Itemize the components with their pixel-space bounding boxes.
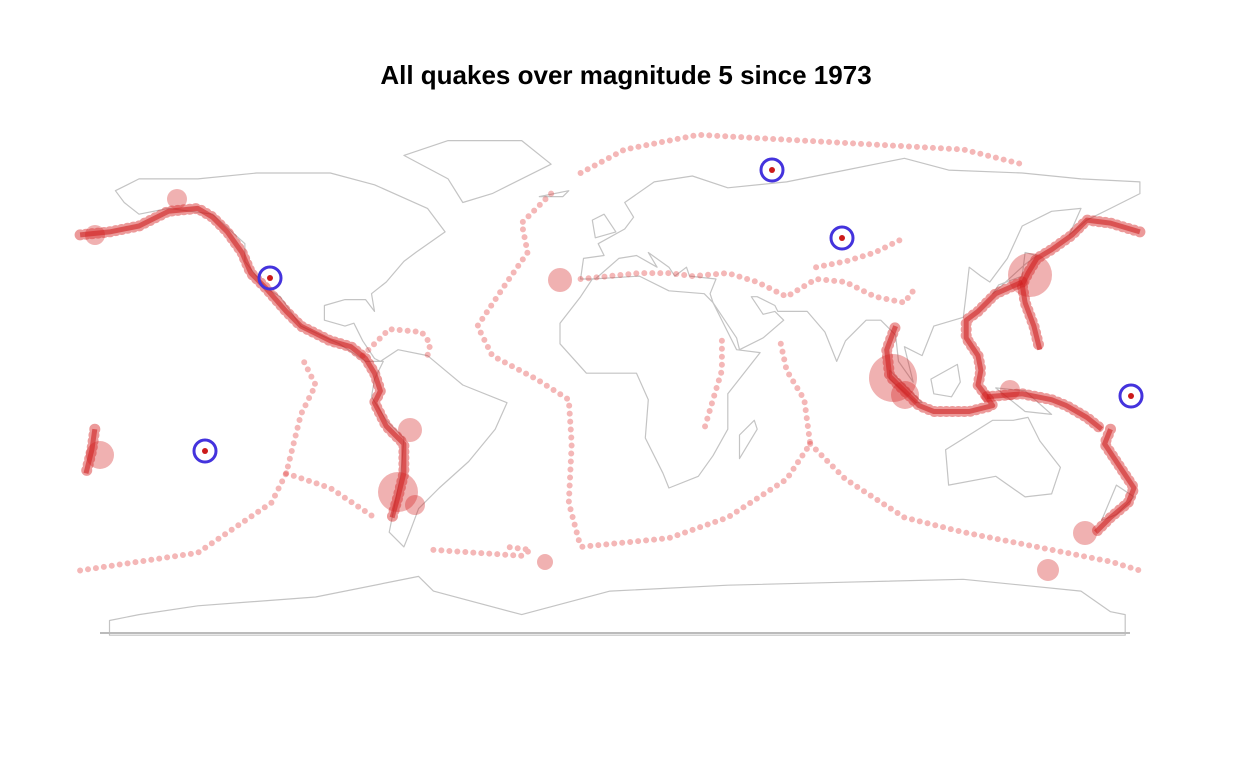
quake: [405, 495, 425, 515]
quake-belt: [283, 470, 378, 521]
landmass: [108, 575, 1126, 636]
highlight-ring: [1118, 383, 1144, 409]
landmass: [738, 419, 758, 460]
quake: [167, 189, 187, 209]
highlight-dot: [267, 275, 273, 281]
highlights: [192, 157, 1144, 464]
quakes: [74, 131, 1146, 581]
quake-belt: [1019, 217, 1141, 351]
quake: [85, 225, 105, 245]
quake-belt: [807, 440, 1143, 574]
landmass: [559, 275, 761, 489]
landmass: [945, 416, 1061, 498]
quake-belt: [701, 337, 725, 433]
quake-belt: [83, 428, 98, 474]
quake-belt: [430, 543, 539, 559]
landmass: [992, 251, 1038, 295]
quake: [1000, 380, 1020, 400]
highlight-dot: [769, 167, 775, 173]
quake-belt: [577, 131, 1026, 176]
quake-belt: [1094, 428, 1137, 534]
quake: [398, 418, 422, 442]
quake: [537, 554, 553, 570]
map-title: All quakes over magnitude 5 since 1973: [380, 60, 871, 90]
landmass: [930, 363, 961, 398]
highlight-ring: [759, 157, 785, 183]
landmass: [580, 157, 1141, 383]
landmass: [403, 140, 552, 204]
quake-belt: [577, 270, 917, 306]
landmass: [591, 213, 617, 239]
quake-belt: [577, 340, 814, 550]
quake: [1073, 521, 1097, 545]
quake: [1008, 253, 1052, 297]
highlight-dot: [202, 448, 208, 454]
quake-belt: [77, 352, 319, 574]
highlight-ring: [829, 225, 855, 251]
highlight-dot: [839, 235, 845, 241]
quake-belt: [813, 234, 908, 271]
quake: [378, 472, 418, 512]
quake-belt: [359, 325, 434, 359]
quake: [548, 268, 572, 292]
landmass: [538, 190, 570, 198]
quake-belt: [79, 205, 407, 519]
quake: [891, 381, 919, 409]
landmass: [114, 172, 446, 362]
highlight-ring: [257, 265, 283, 291]
quake-belt: [474, 190, 584, 550]
quake: [86, 441, 114, 469]
quake: [869, 354, 917, 402]
quake-belt: [986, 391, 1104, 432]
quake: [1037, 559, 1059, 581]
landmass: [995, 387, 1053, 415]
highlight-ring: [192, 438, 218, 464]
highlight-dot: [1128, 393, 1134, 399]
